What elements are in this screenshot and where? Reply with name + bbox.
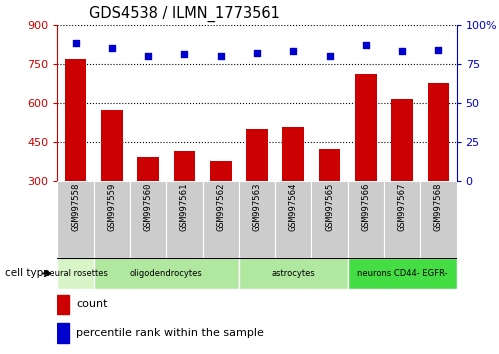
Bar <box>428 83 449 181</box>
Text: GSM997564: GSM997564 <box>289 183 298 231</box>
Text: count: count <box>76 299 108 309</box>
Bar <box>384 181 420 258</box>
Text: neurons CD44- EGFR-: neurons CD44- EGFR- <box>357 269 448 278</box>
Bar <box>246 129 268 181</box>
Point <box>362 42 370 48</box>
Point <box>144 53 152 59</box>
Point <box>289 48 297 54</box>
Point <box>325 53 333 59</box>
Bar <box>130 181 166 258</box>
Bar <box>311 181 348 258</box>
Bar <box>137 157 159 181</box>
Text: GSM997558: GSM997558 <box>71 183 80 231</box>
Bar <box>166 181 203 258</box>
Bar <box>57 324 69 343</box>
Bar <box>65 58 86 181</box>
Text: GSM997566: GSM997566 <box>361 183 370 231</box>
Bar <box>94 181 130 258</box>
Text: GDS4538 / ILMN_1773561: GDS4538 / ILMN_1773561 <box>89 6 280 22</box>
Text: cell type: cell type <box>5 268 49 279</box>
Point <box>253 50 261 56</box>
Bar <box>282 127 304 181</box>
Bar <box>319 149 340 181</box>
Text: GSM997567: GSM997567 <box>398 183 407 231</box>
Bar <box>174 151 195 181</box>
Bar <box>101 110 123 181</box>
Bar <box>239 181 275 258</box>
Bar <box>355 74 377 181</box>
Text: GSM997568: GSM997568 <box>434 183 443 231</box>
Bar <box>239 258 348 289</box>
Bar <box>94 258 239 289</box>
Bar <box>57 258 94 289</box>
Bar <box>391 99 413 181</box>
Bar <box>348 181 384 258</box>
Text: GSM997565: GSM997565 <box>325 183 334 231</box>
Bar <box>420 181 457 258</box>
Bar <box>203 181 239 258</box>
Bar <box>210 161 232 181</box>
Bar <box>348 258 457 289</box>
Text: GSM997559: GSM997559 <box>107 183 116 231</box>
Point <box>217 53 225 59</box>
Point <box>71 41 79 46</box>
Point <box>435 47 443 52</box>
Bar <box>275 181 311 258</box>
Point <box>398 48 406 54</box>
Point <box>108 45 116 51</box>
Text: oligodendrocytes: oligodendrocytes <box>130 269 203 278</box>
Text: GSM997562: GSM997562 <box>216 183 225 231</box>
Bar <box>57 181 94 258</box>
Bar <box>57 295 69 314</box>
Text: GSM997561: GSM997561 <box>180 183 189 231</box>
Text: neural rosettes: neural rosettes <box>43 269 107 278</box>
Text: GSM997560: GSM997560 <box>144 183 153 231</box>
Text: GSM997563: GSM997563 <box>252 183 261 231</box>
Point <box>181 52 189 57</box>
Text: percentile rank within the sample: percentile rank within the sample <box>76 328 264 338</box>
Text: astrocytes: astrocytes <box>271 269 315 278</box>
